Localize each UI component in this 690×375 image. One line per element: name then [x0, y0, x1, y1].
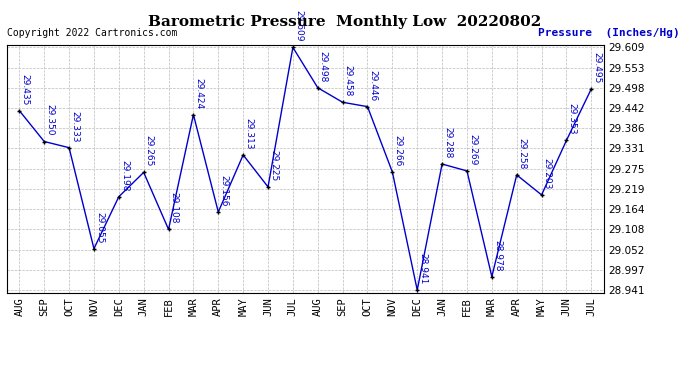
- Point: [486, 274, 497, 280]
- Point: [412, 287, 423, 293]
- Point: [511, 172, 522, 178]
- Text: Pressure  (Inches/Hg): Pressure (Inches/Hg): [538, 28, 680, 38]
- Text: 29.350: 29.350: [46, 105, 55, 136]
- Text: 29.495: 29.495: [593, 52, 602, 83]
- Point: [387, 169, 398, 175]
- Text: 29.435: 29.435: [21, 74, 30, 105]
- Text: 29.269: 29.269: [468, 134, 477, 165]
- Point: [188, 112, 199, 118]
- Text: 29.424: 29.424: [195, 78, 204, 109]
- Text: 29.458: 29.458: [344, 65, 353, 97]
- Point: [313, 85, 324, 91]
- Point: [586, 86, 597, 92]
- Text: 29.225: 29.225: [269, 150, 278, 182]
- Text: 28.978: 28.978: [493, 240, 502, 271]
- Text: 29.203: 29.203: [542, 158, 551, 189]
- Text: 29.055: 29.055: [95, 211, 104, 243]
- Point: [437, 161, 448, 167]
- Text: 29.156: 29.156: [219, 175, 228, 206]
- Text: 29.265: 29.265: [145, 135, 154, 167]
- Point: [113, 194, 124, 200]
- Text: 29.288: 29.288: [443, 127, 452, 159]
- Text: 28.941: 28.941: [418, 253, 427, 285]
- Text: 29.258: 29.258: [518, 138, 526, 170]
- Text: 29.446: 29.446: [368, 70, 377, 101]
- Text: 29.353: 29.353: [567, 104, 577, 135]
- Point: [262, 184, 273, 190]
- Point: [138, 170, 149, 176]
- Text: 29.333: 29.333: [70, 111, 79, 142]
- Text: 29.498: 29.498: [319, 51, 328, 82]
- Point: [63, 145, 75, 151]
- Text: 29.313: 29.313: [244, 118, 253, 149]
- Text: Copyright 2022 Cartronics.com: Copyright 2022 Cartronics.com: [7, 28, 177, 38]
- Text: Barometric Pressure  Monthly Low  20220802: Barometric Pressure Monthly Low 20220802: [148, 15, 542, 29]
- Text: 29.609: 29.609: [294, 10, 303, 42]
- Point: [362, 104, 373, 110]
- Point: [14, 108, 25, 114]
- Point: [337, 99, 348, 105]
- Point: [39, 138, 50, 144]
- Point: [287, 44, 298, 50]
- Point: [163, 226, 174, 232]
- Point: [462, 168, 473, 174]
- Text: 29.198: 29.198: [120, 160, 129, 191]
- Point: [561, 137, 572, 143]
- Text: 29.266: 29.266: [393, 135, 402, 166]
- Text: 29.108: 29.108: [170, 192, 179, 224]
- Point: [536, 192, 547, 198]
- Point: [213, 209, 224, 215]
- Point: [88, 246, 99, 252]
- Point: [237, 152, 248, 158]
